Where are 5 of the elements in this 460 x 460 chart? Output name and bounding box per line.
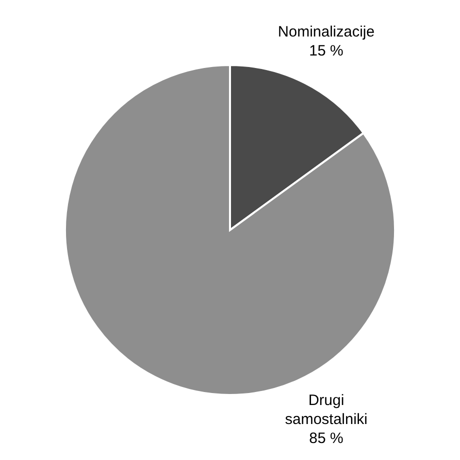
slice-label: Drugi samostalniki: [284, 392, 368, 428]
data-label: 85 %: [309, 430, 344, 447]
pie-slice: [64, 64, 396, 396]
slice-label: Nominalizacije: [278, 24, 375, 41]
data-label: 15 %: [309, 42, 344, 60]
